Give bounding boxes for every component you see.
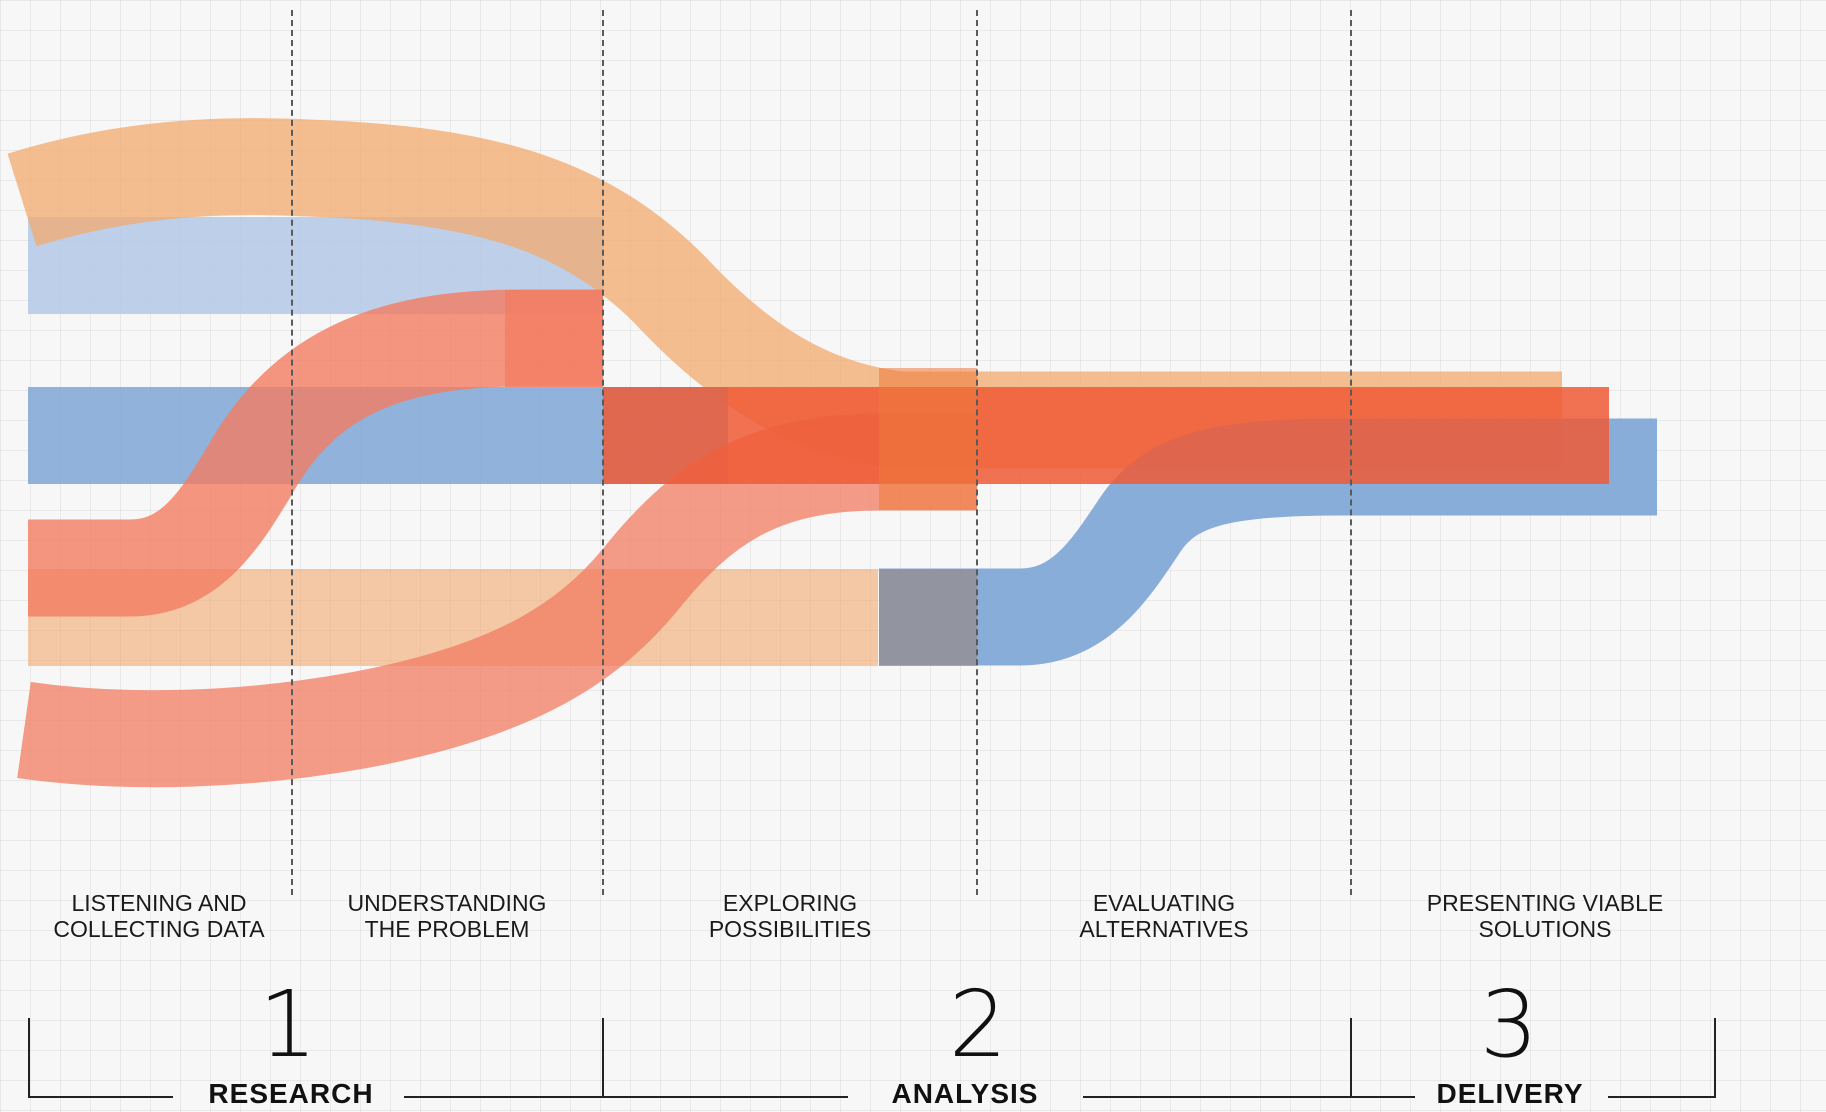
phase-name-delivery: DELIVERY <box>1436 1078 1584 1109</box>
stage-label-presenting: PRESENTING VIABLE SOLUTIONS <box>1426 890 1664 942</box>
stage-divider-3 <box>976 10 978 895</box>
flow-bands <box>7 118 1657 788</box>
stage-label-evaluating: EVALUATING ALTERNATIVES <box>1079 890 1249 942</box>
phase-bracket-research <box>28 1018 173 1098</box>
phase-number-1: 1 <box>258 971 318 1078</box>
stage-label-exploring: EXPLORING POSSIBILITIES <box>708 890 872 942</box>
stage-divider-1 <box>291 10 293 895</box>
phase-bracket-delivery-right <box>1608 1018 1716 1098</box>
phase-name-analysis: ANALYSIS <box>891 1078 1039 1109</box>
flow-band-orange-accent <box>879 368 977 510</box>
flow-band-mixed-block <box>879 569 977 666</box>
flow-band-salmon-upper-end <box>505 290 603 387</box>
stage-divider-2 <box>602 10 604 895</box>
stage-divider-4 <box>1350 10 1352 895</box>
phase-brackets <box>28 1018 1716 1098</box>
stage-label-understanding: UNDERSTANDING THE PROBLEM <box>347 890 547 942</box>
phase-name-research: RESEARCH <box>208 1078 374 1109</box>
phase-number-3: 3 <box>1479 971 1539 1078</box>
phase-number-2: 2 <box>948 971 1008 1078</box>
flow-band-salmon-upper <box>28 289 603 617</box>
flow-band-salmon-lower <box>17 413 977 788</box>
stage-label-listening: LISTENING AND COLLECTING DATA <box>53 890 265 942</box>
flow-band-peach-upper <box>7 118 1562 469</box>
flow-band-orange <box>603 387 1609 484</box>
flow-band-blue-lower <box>879 418 1657 666</box>
